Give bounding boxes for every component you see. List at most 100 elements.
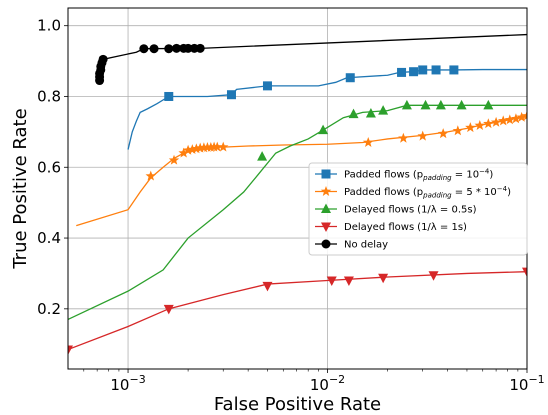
series-3-point-2 [262,281,273,292]
series-1-point-2 [178,147,189,158]
series-clip-group [68,33,527,356]
series-3-point-0 [68,345,73,356]
y-tick-label-0: 0.2 [37,300,61,318]
legend-marker-0 [321,169,331,179]
legend-box [308,162,528,256]
series-1-point-15 [417,130,428,141]
series-4-point-9 [164,44,174,54]
series-4-point-14 [195,43,205,53]
series-1-point-23 [504,114,516,125]
series-2-point-8 [456,99,467,110]
legend-subscript-1: padding [422,192,452,200]
series-0-point-1 [226,90,236,100]
legend-label-0: Padded flows (ppadding = 10−4) [344,168,493,183]
y-axis-label: True Positive Rate [10,108,31,269]
series-4-point-7 [139,44,149,54]
y-tick-label-1: 0.4 [37,229,61,247]
x-tick-label-1: 10−2 [310,373,345,394]
legend-superscript-0: −4 [479,168,490,176]
series-4-point-10 [172,43,182,53]
x-tick-label-exponent-0: −3 [129,373,145,386]
x-tick-label-0: 10−3 [110,373,145,394]
legend-name-3: Delayed flows [344,222,414,233]
legend-marker-1 [320,186,332,196]
series-0-point-7 [431,65,441,75]
legend-item-1: Padded flows (ppadding = 5 * 10−4) [315,185,511,200]
series-1-point-16 [437,128,449,139]
series-2-point-9 [483,99,494,110]
legend-suffix-0: (p [413,170,423,181]
series-1-point-3 [182,144,194,155]
legend-end-0: ) [489,170,493,181]
series-2-point-4 [378,105,389,115]
x-tick-label-base-1: 10 [310,376,329,394]
series-1-point-4 [187,144,198,155]
series-2-point-1 [318,124,329,135]
legend-end-1: ) [507,187,511,198]
series-0-point-0 [164,91,174,101]
legend-rest-1: = 5 * 10 [452,187,497,198]
series-3 [68,267,527,356]
x-tick-label-exponent-2: −1 [528,373,544,386]
series-1-point-11 [212,141,223,152]
legend-superscript-1: −4 [497,185,508,193]
x-tick-label-exponent-1: −2 [329,373,345,386]
legend-label-2: Delayed flows (1/λ = 0.5s) [344,205,477,216]
series-1-point-12 [217,141,229,152]
series-2-point-3 [365,107,376,118]
series-3-point-4 [343,276,354,287]
series-1-point-7 [198,142,210,153]
legend-name-1: Padded flows [344,187,410,198]
series-4-line [98,33,527,81]
series-0-point-5 [409,67,419,77]
series-4 [95,33,527,86]
legend-name-2: Delayed flows [344,205,414,216]
x-tick-label-base-0: 10 [110,376,129,394]
legend-rest-0: = 10 [452,170,479,181]
legend-marker-2 [321,203,331,213]
legend-label-1: Padded flows (ppadding = 5 * 10−4) [344,185,511,200]
series-3-line [68,271,527,351]
legend-item-0: Padded flows (ppadding = 10−4) [315,168,493,183]
series-2 [68,99,527,321]
series-3-point-3 [326,276,337,287]
legend-label-4: No delay [344,240,388,251]
series-1-point-0 [145,170,157,181]
series-2-point-2 [348,108,359,119]
legend-subscript-0: padding [422,174,452,182]
series-1-point-25 [516,111,527,122]
axis-ticks: 10−3 10−2 10−10.20.40.60.81.0 [37,17,545,394]
legend-suffix-2: (1/λ = 0.5s) [417,205,476,216]
x-tick-label-2: 10−1 [509,373,544,394]
series-layer [68,33,527,356]
series-1 [76,110,527,227]
x-tick-label-base-2: 10 [509,376,528,394]
legend-item-4: No delay [315,239,388,251]
series-3-point-7 [522,267,527,278]
series-4-point-6 [98,54,108,64]
series-0 [127,65,527,150]
series-1-point-19 [474,120,486,130]
series-1-point-21 [490,116,502,127]
legend: Padded flows (ppadding = 10−4)Padded flow… [308,162,528,256]
series-2-point-5 [401,99,412,110]
series-1-point-14 [398,132,409,143]
legend-marker-3 [321,222,331,232]
series-3-point-6 [428,271,439,281]
series-0-point-2 [262,81,272,91]
series-4-point-12 [183,43,193,53]
series-3-point-5 [378,273,389,284]
series-1-point-17 [452,125,464,136]
series-1-point-6 [194,142,206,153]
series-4-point-8 [149,44,159,54]
series-0-point-3 [345,73,355,83]
y-tick-label-3: 0.8 [37,87,61,105]
legend-name-0: Padded flows [344,170,410,181]
x-axis-label: False Positive Rate [214,394,381,415]
legend-suffix-3: (1/λ = 1s) [417,222,467,233]
y-tick-label-2: 0.6 [37,158,61,176]
series-1-point-13 [363,136,374,147]
series-0-point-4 [397,67,407,77]
series-1-point-18 [465,122,476,133]
series-0-point-6 [418,65,428,75]
